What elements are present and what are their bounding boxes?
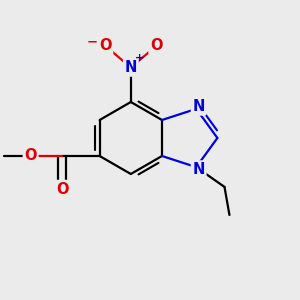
- Text: O: O: [99, 38, 112, 53]
- Text: O: O: [150, 38, 163, 53]
- Text: N: N: [193, 162, 205, 177]
- Text: −: −: [86, 36, 98, 49]
- Text: O: O: [24, 148, 37, 164]
- Text: N: N: [124, 60, 137, 75]
- Text: N: N: [193, 99, 205, 114]
- Text: O: O: [56, 182, 68, 196]
- Text: +: +: [135, 53, 144, 63]
